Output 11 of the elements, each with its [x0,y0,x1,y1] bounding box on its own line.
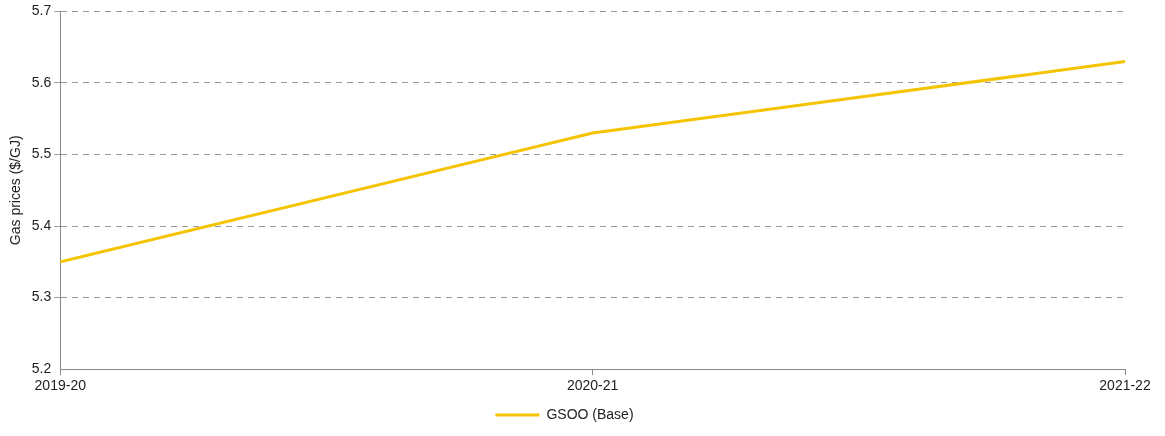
y-tick-label: 5.3 [31,288,52,305]
x-tick-label: 2020-21 [566,377,619,394]
y-tick-label: 5.5 [31,145,52,162]
legend-label: GSOO (Base) [546,405,634,422]
x-tick-label: 2021-22 [1099,377,1151,394]
y-tick-label: 5.4 [31,216,52,233]
y-tick-label: 5.2 [31,360,52,377]
y-axis-title: Gas prices ($/GJ) [7,135,24,246]
x-tick-label: 2019-20 [34,377,87,394]
y-tick-label: 5.7 [31,2,52,19]
y-tick-label: 5.6 [31,73,52,90]
